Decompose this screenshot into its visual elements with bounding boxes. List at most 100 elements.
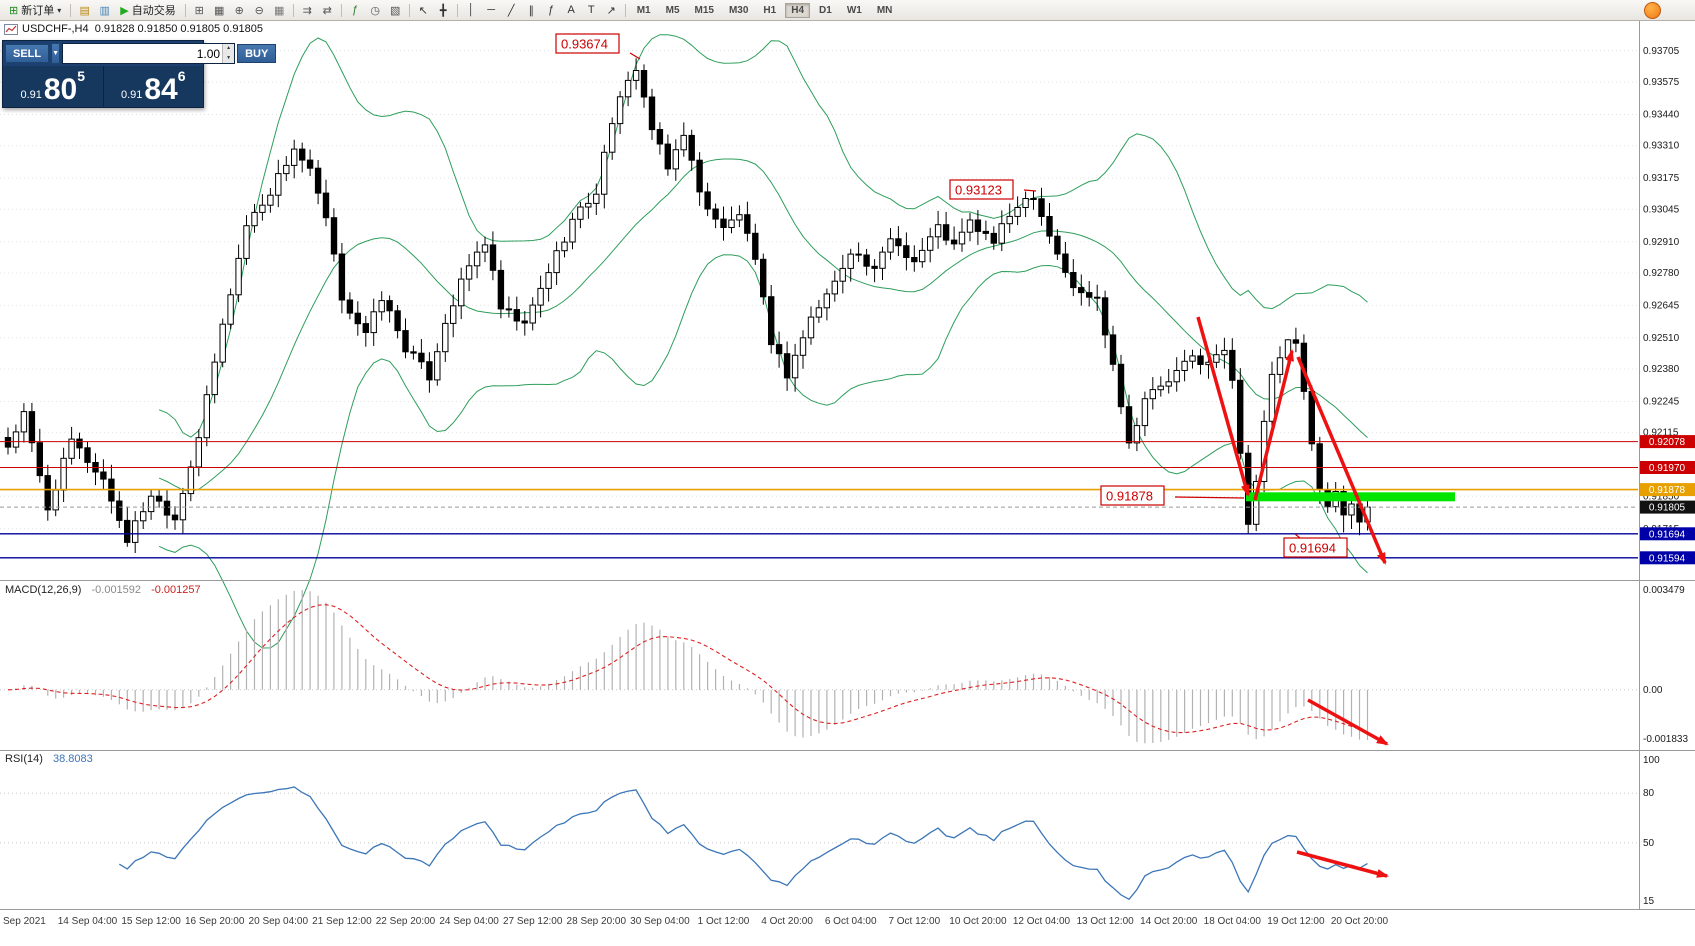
label-icon[interactable]: T	[582, 2, 601, 18]
macd-trend-arrow[interactable]	[1307, 698, 1389, 746]
svg-text:0.91970: 0.91970	[1649, 463, 1686, 474]
one-click-trading-panel: SELL ▼ ▲ ▼ BUY 0.91 80 5 0.91 84 6	[2, 40, 277, 108]
label-icon-glyph-icon: T	[587, 4, 595, 16]
sell-price[interactable]: 0.91 80 5	[3, 66, 104, 107]
svg-text:28 Sep 20:00: 28 Sep 20:00	[567, 916, 627, 927]
svg-text:0.91694: 0.91694	[1289, 541, 1336, 556]
timeframe-h4-button[interactable]: H4	[785, 2, 811, 18]
chart-title: USDCHF-,H4 0.91828 0.91850 0.91805 0.918…	[22, 23, 263, 35]
tile-windows-icon[interactable]: ▦	[270, 2, 289, 18]
arrows-icon[interactable]: ↗	[602, 2, 621, 18]
svg-text:14 Oct 20:00: 14 Oct 20:00	[1140, 916, 1198, 927]
arrows-icon-glyph-icon: ↗	[606, 4, 616, 17]
rsi-value: 38.8083	[52, 753, 93, 765]
autotrade-button-label: 自动交易	[131, 5, 176, 17]
price-axis[interactable]: 0.93705 0.93575 0.93440 0.93310 0.93175 0.930…	[1640, 46, 1695, 907]
volume-up-icon[interactable]: ▲	[222, 44, 235, 54]
trendline-icon[interactable]: ╱	[502, 2, 521, 18]
zoom-out-icon[interactable]: ⊖	[250, 2, 269, 18]
svg-text:0.93175: 0.93175	[1643, 173, 1680, 184]
svg-text:22 Sep 20:00: 22 Sep 20:00	[376, 916, 436, 927]
svg-text:1 Oct 12:00: 1 Oct 12:00	[698, 916, 750, 927]
zoom-in-icon-glyph-icon: ⊕	[234, 4, 244, 17]
svg-text:0.93705: 0.93705	[1643, 46, 1680, 57]
rsi-trend-arrow[interactable]	[1296, 850, 1389, 878]
svg-text:0.93310: 0.93310	[1643, 141, 1680, 152]
timeframe-d1-button[interactable]: D1	[819, 4, 832, 16]
svg-text:0.003479: 0.003479	[1643, 585, 1685, 596]
bollinger-bands	[158, 34, 1368, 649]
new-order-glyph-icon: ⊞	[9, 4, 19, 17]
templates-icon-glyph-icon: ▧	[390, 4, 401, 17]
market-watch-icon[interactable]: ▤	[75, 2, 94, 18]
autotrade-glyph-icon: ▶	[120, 4, 129, 17]
main-toolbar: ⊞ 新订单 ▾ ▤ ▥ ▶ 自动交易 ⊞ ▦ ⊕ ⊖ ▦ ⇉ ⇄ ƒ ◷ ▧ ↖ ╋ │ ─ ╱ ∥ ƒ A T ↗ M1 M5 M15 M…	[0, 0, 1695, 21]
fibonacci-icon[interactable]: ƒ	[542, 2, 561, 18]
volume-input[interactable]	[63, 44, 223, 63]
vertical-line-icon-glyph-icon: │	[467, 4, 475, 16]
timeframe-w1-button[interactable]: W1	[846, 4, 862, 16]
new-chart-icon[interactable]: ⊞	[190, 2, 209, 18]
toolbar-separator	[340, 3, 342, 17]
svg-text:0.92245: 0.92245	[1643, 397, 1680, 408]
zoom-in-icon[interactable]: ⊕	[230, 2, 249, 18]
svg-text:0.91594: 0.91594	[1649, 553, 1686, 564]
svg-text:15: 15	[1643, 896, 1655, 907]
buy-price[interactable]: 0.91 84 6	[104, 66, 204, 107]
support-zone-rect[interactable]	[1246, 492, 1455, 502]
auto-scroll-icon[interactable]: ⇉	[298, 2, 317, 18]
chart-shift-icon[interactable]: ⇄	[318, 2, 337, 18]
svg-text:0.92115: 0.92115	[1643, 428, 1679, 439]
timeframe-h1-button[interactable]: H1	[763, 4, 777, 16]
horizontal-lines[interactable]	[0, 441, 1638, 559]
time-axis[interactable]: Sep 2021 14 Sep 04:00 15 Sep 12:00 16 Sep 2…	[3, 916, 1389, 927]
text-icon[interactable]: A	[562, 2, 581, 18]
timeframe-m5-button[interactable]: M5	[665, 4, 680, 16]
timeframe-m1-button[interactable]: M1	[636, 4, 651, 16]
indicators-icon[interactable]: ƒ	[346, 2, 365, 18]
crosshair-icon-glyph-icon: ╋	[439, 4, 447, 17]
panel-frame	[0, 20, 1695, 910]
svg-text:20 Oct 20:00: 20 Oct 20:00	[1331, 916, 1389, 927]
trend-arrows[interactable]	[1196, 316, 1387, 565]
sell-button[interactable]: SELL	[5, 44, 50, 63]
horizontal-line-icon[interactable]: ─	[482, 2, 501, 18]
svg-text:0.91878: 0.91878	[1106, 489, 1153, 504]
toolbar-separator	[184, 3, 186, 17]
one-click-dropdown-caret-icon[interactable]: ▼	[51, 43, 61, 64]
buy-button[interactable]: BUY	[237, 44, 277, 63]
toolbar-separator	[292, 3, 294, 17]
periods-icon[interactable]: ◷	[366, 2, 385, 18]
vertical-line-icon[interactable]: │	[462, 2, 481, 18]
volume-field: ▲ ▼	[62, 43, 236, 64]
volume-down-icon[interactable]: ▼	[222, 53, 235, 63]
rsi-indicator-label: RSI(14) 38.8083	[5, 753, 93, 765]
autotrade-button[interactable]: ▶ 自动交易	[115, 1, 180, 19]
tile-windows-icon-glyph-icon: ▦	[274, 4, 285, 17]
community-status-icon[interactable]	[1644, 2, 1661, 19]
templates-icon[interactable]: ▧	[386, 2, 405, 18]
new-order-button[interactable]: ⊞ 新订单 ▾	[4, 1, 66, 19]
data-window-icon[interactable]: ▥	[95, 2, 114, 18]
cursor-icon[interactable]: ↖	[414, 2, 433, 18]
timeframe-mn-button[interactable]: MN	[876, 4, 893, 16]
buy-price-big: 84	[144, 73, 178, 106]
macd-indicator-label: MACD(12,26,9) -0.001592 -0.001257	[5, 584, 201, 596]
profiles-icon[interactable]: ▦	[210, 2, 229, 18]
svg-text:6 Oct 04:00: 6 Oct 04:00	[825, 916, 877, 927]
svg-text:19 Oct 12:00: 19 Oct 12:00	[1267, 916, 1325, 927]
svg-text:0.91805: 0.91805	[1649, 503, 1686, 514]
timeframe-m30-button[interactable]: M30	[728, 4, 749, 16]
svg-text:18 Oct 04:00: 18 Oct 04:00	[1204, 916, 1262, 927]
channel-icon[interactable]: ∥	[522, 2, 541, 18]
sell-price-pip: 5	[77, 68, 86, 84]
crosshair-icon[interactable]: ╋	[434, 2, 453, 18]
toolbar-separator	[624, 3, 626, 17]
channel-icon-glyph-icon: ∥	[528, 4, 534, 17]
rsi-name: RSI(14)	[5, 753, 43, 765]
price-callouts[interactable]: 0.93674 0.93123 0.91878 0.91694	[555, 33, 1348, 558]
timeframe-m15-button[interactable]: M15	[694, 4, 714, 16]
one-click-quotes: 0.91 80 5 0.91 84 6	[3, 66, 203, 107]
